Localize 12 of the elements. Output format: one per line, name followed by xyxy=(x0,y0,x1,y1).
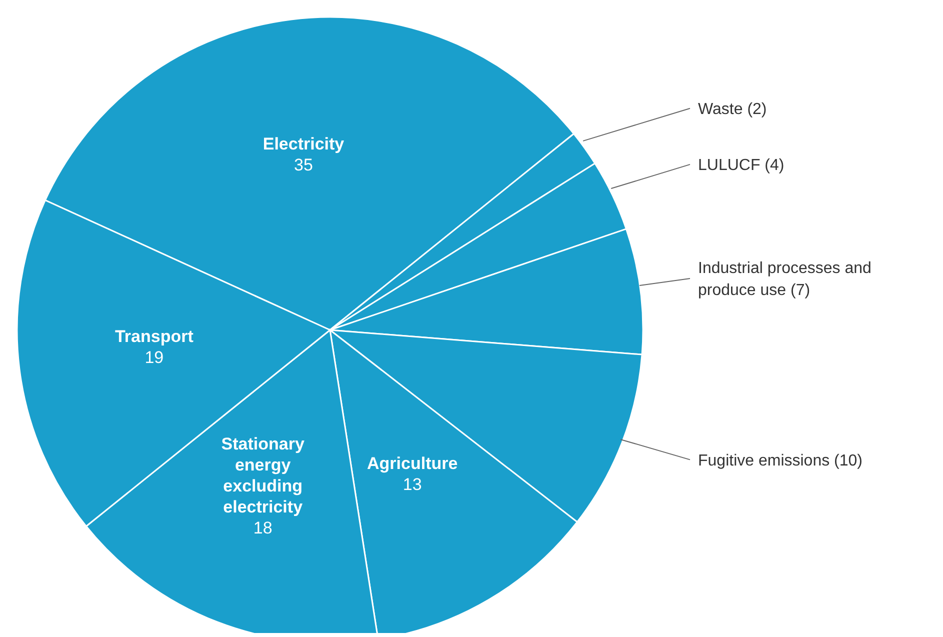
slice-label: Waste (2) xyxy=(698,101,767,118)
slice-label: Transport xyxy=(114,326,194,346)
data-label: 19 xyxy=(144,348,164,367)
slice-label: Stationary energy excluding electricity xyxy=(221,434,305,516)
slice-label: Agriculture xyxy=(367,454,458,473)
slice-label: LULUCF (4) xyxy=(698,157,784,174)
slice-label: Electricity xyxy=(262,134,345,154)
data-label: 13 xyxy=(402,474,422,494)
slice-label: Industrial processes and produce use (7) xyxy=(698,260,872,300)
data-label: 18 xyxy=(253,518,272,538)
data-label: 35 xyxy=(294,156,313,175)
slice-label: Fugitive emissions (10) xyxy=(698,452,862,470)
